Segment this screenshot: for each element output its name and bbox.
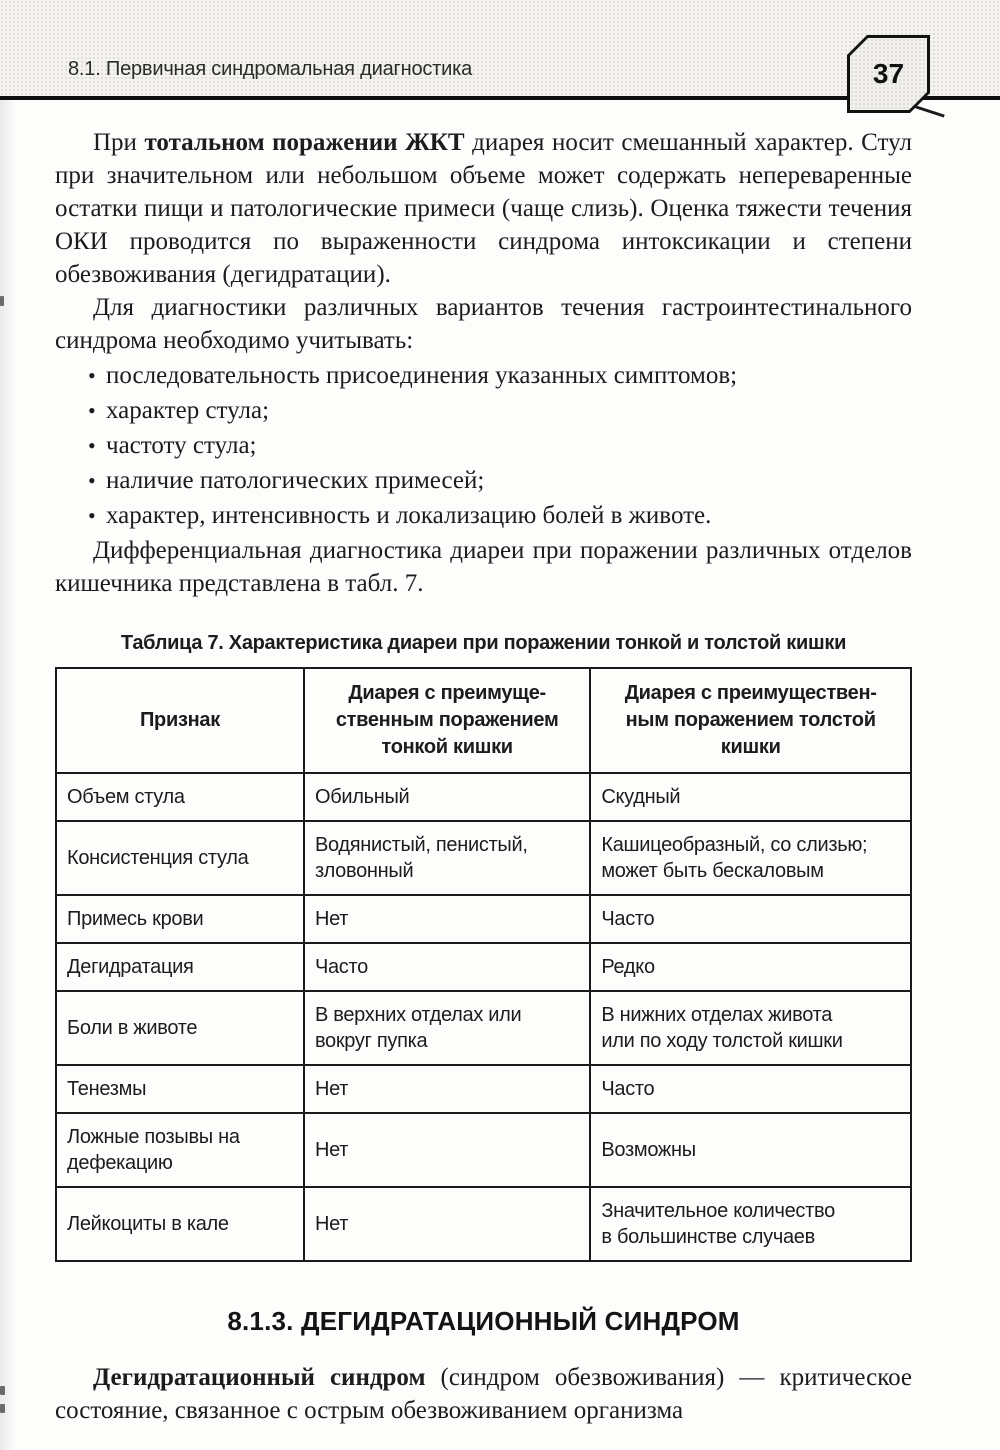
cell-feature: Ложные позывы на дефекацию bbox=[55, 1112, 305, 1188]
cell-small-intestine: Часто bbox=[302, 942, 592, 992]
cell-feature: Боли в животе bbox=[55, 990, 305, 1066]
running-header: 8.1. Первичная синдромальная диагностика bbox=[0, 0, 1000, 100]
dehydration-bold-term: Дегидратационный синдром bbox=[93, 1364, 426, 1391]
cell-small-intestine: Нет bbox=[302, 1112, 592, 1188]
intro-text-pre: При bbox=[93, 129, 145, 156]
cell-small-intestine: Обильный bbox=[302, 772, 592, 822]
table-row: Боли в животе В верхних отделах или вокр… bbox=[55, 990, 912, 1066]
paragraph-diagnostics-lead: Для диагностики различных вариантов тече… bbox=[55, 294, 912, 354]
table-header-row: Признак Диарея с преимуще- ственным пора… bbox=[55, 667, 912, 774]
bullet-icon: • bbox=[88, 468, 96, 493]
table-row: Дегидратация Часто Редко bbox=[55, 942, 912, 992]
cell-large-intestine: Скудный bbox=[589, 772, 912, 822]
table-row: Тенезмы Нет Часто bbox=[55, 1064, 912, 1114]
cell-small-intestine: Нет bbox=[302, 1064, 592, 1114]
table-row: Объем стула Обильный Скудный bbox=[55, 772, 912, 822]
cell-large-intestine: Часто bbox=[589, 894, 912, 944]
cell-small-intestine: Водянистый, пенистый, зловонный bbox=[302, 820, 592, 896]
bullet-icon: • bbox=[88, 433, 96, 458]
bullet-icon: • bbox=[88, 398, 96, 423]
cell-large-intestine: Возможны bbox=[589, 1112, 912, 1188]
list-item: • наличие патологических примесей; bbox=[88, 464, 912, 497]
cell-large-intestine: Редко bbox=[589, 942, 912, 992]
list-item-text: наличие патологических примесей; bbox=[106, 467, 485, 494]
bullet-icon: • bbox=[88, 503, 96, 528]
list-item-text: характер, интенсивность и локализацию бо… bbox=[106, 502, 712, 529]
section-heading: 8.1.3. ДЕГИДРАТАЦИОННЫЙ СИНДРОМ bbox=[227, 1306, 740, 1336]
table-row: Примесь крови Нет Часто bbox=[55, 894, 912, 944]
page-number-tab: 37 bbox=[847, 35, 930, 113]
list-item: • последовательность присоединения указан… bbox=[88, 359, 912, 392]
list-item: • частоту стула; bbox=[88, 429, 912, 462]
column-header-feature: Признак bbox=[55, 667, 305, 774]
cell-feature: Лейкоциты в кале bbox=[55, 1186, 305, 1262]
page-body: При тотальном поражении ЖКТ диарея носит… bbox=[0, 100, 1000, 1427]
paragraph-table-reference: Дифференциальная диагностика диареи при … bbox=[55, 537, 912, 597]
running-header-title: 8.1. Первичная синдромальная диагностика bbox=[68, 58, 473, 80]
cell-feature: Примесь крови bbox=[55, 894, 305, 944]
intro-bold-phrase: тотальном поражении ЖКТ bbox=[144, 129, 465, 156]
table-row: Лейкоциты в кале Нет Значительное количе… bbox=[55, 1186, 912, 1262]
list-item-text: последовательность присоединения указанн… bbox=[106, 362, 738, 389]
column-header-large-intestine: Диарея с преимуществен- ным поражением т… bbox=[589, 667, 912, 774]
header-rule bbox=[0, 96, 1000, 100]
cell-feature: Дегидратация bbox=[55, 942, 305, 992]
cell-small-intestine: Нет bbox=[302, 894, 592, 944]
cell-large-intestine: Значительное количество в большинстве сл… bbox=[589, 1186, 912, 1262]
intro-text-rest: диарея носит смешанный характер. Стул пр… bbox=[55, 129, 912, 288]
dehydration-text-rest: (синдром обезвоживания) — критическое со… bbox=[55, 1364, 912, 1424]
cell-small-intestine: В верхних отделах или вокруг пупка bbox=[302, 990, 592, 1066]
table-row: Консистенция стула Водянистый, пенистый,… bbox=[55, 820, 912, 896]
table-caption: Таблица 7. Характеристика диареи при пор… bbox=[120, 632, 847, 654]
page-number: 37 bbox=[872, 58, 905, 89]
cell-feature: Объем стула bbox=[55, 772, 305, 822]
column-header-small-intestine: Диарея с преимуще- ственным поражением т… bbox=[302, 667, 592, 774]
scan-speck bbox=[0, 296, 4, 306]
cell-large-intestine: Кашицеобразный, со слизью; может быть бе… bbox=[589, 820, 912, 896]
scan-speck bbox=[0, 1404, 5, 1413]
scan-speck bbox=[0, 1386, 5, 1395]
bullet-icon: • bbox=[88, 363, 96, 388]
cell-large-intestine: В нижних отделах живота или по ходу толс… bbox=[589, 990, 912, 1066]
paragraph-dehydration: Дегидратационный синдром (синдром обезво… bbox=[55, 1361, 912, 1427]
cell-large-intestine: Часто bbox=[589, 1064, 912, 1114]
diarrhea-comparison-table: Признак Диарея с преимуще- ственным пора… bbox=[55, 667, 912, 1262]
cell-feature: Консистенция стула bbox=[55, 820, 305, 896]
paragraph-intro: При тотальном поражении ЖКТ диарея носит… bbox=[55, 126, 912, 291]
list-item-text: характер стула; bbox=[106, 397, 270, 424]
cell-small-intestine: Нет bbox=[302, 1186, 592, 1262]
list-item: • характер стула; bbox=[88, 394, 912, 427]
symptom-criteria-list: • последовательность присоединения указан… bbox=[55, 359, 912, 532]
list-item: • характер, интенсивность и локализацию б… bbox=[88, 499, 912, 532]
list-item-text: частоту стула; bbox=[106, 432, 257, 459]
page-number-tab-face: 37 bbox=[850, 38, 927, 110]
table-row: Ложные позывы на дефекацию Нет Возможны bbox=[55, 1112, 912, 1188]
cell-feature: Тенезмы bbox=[55, 1064, 305, 1114]
